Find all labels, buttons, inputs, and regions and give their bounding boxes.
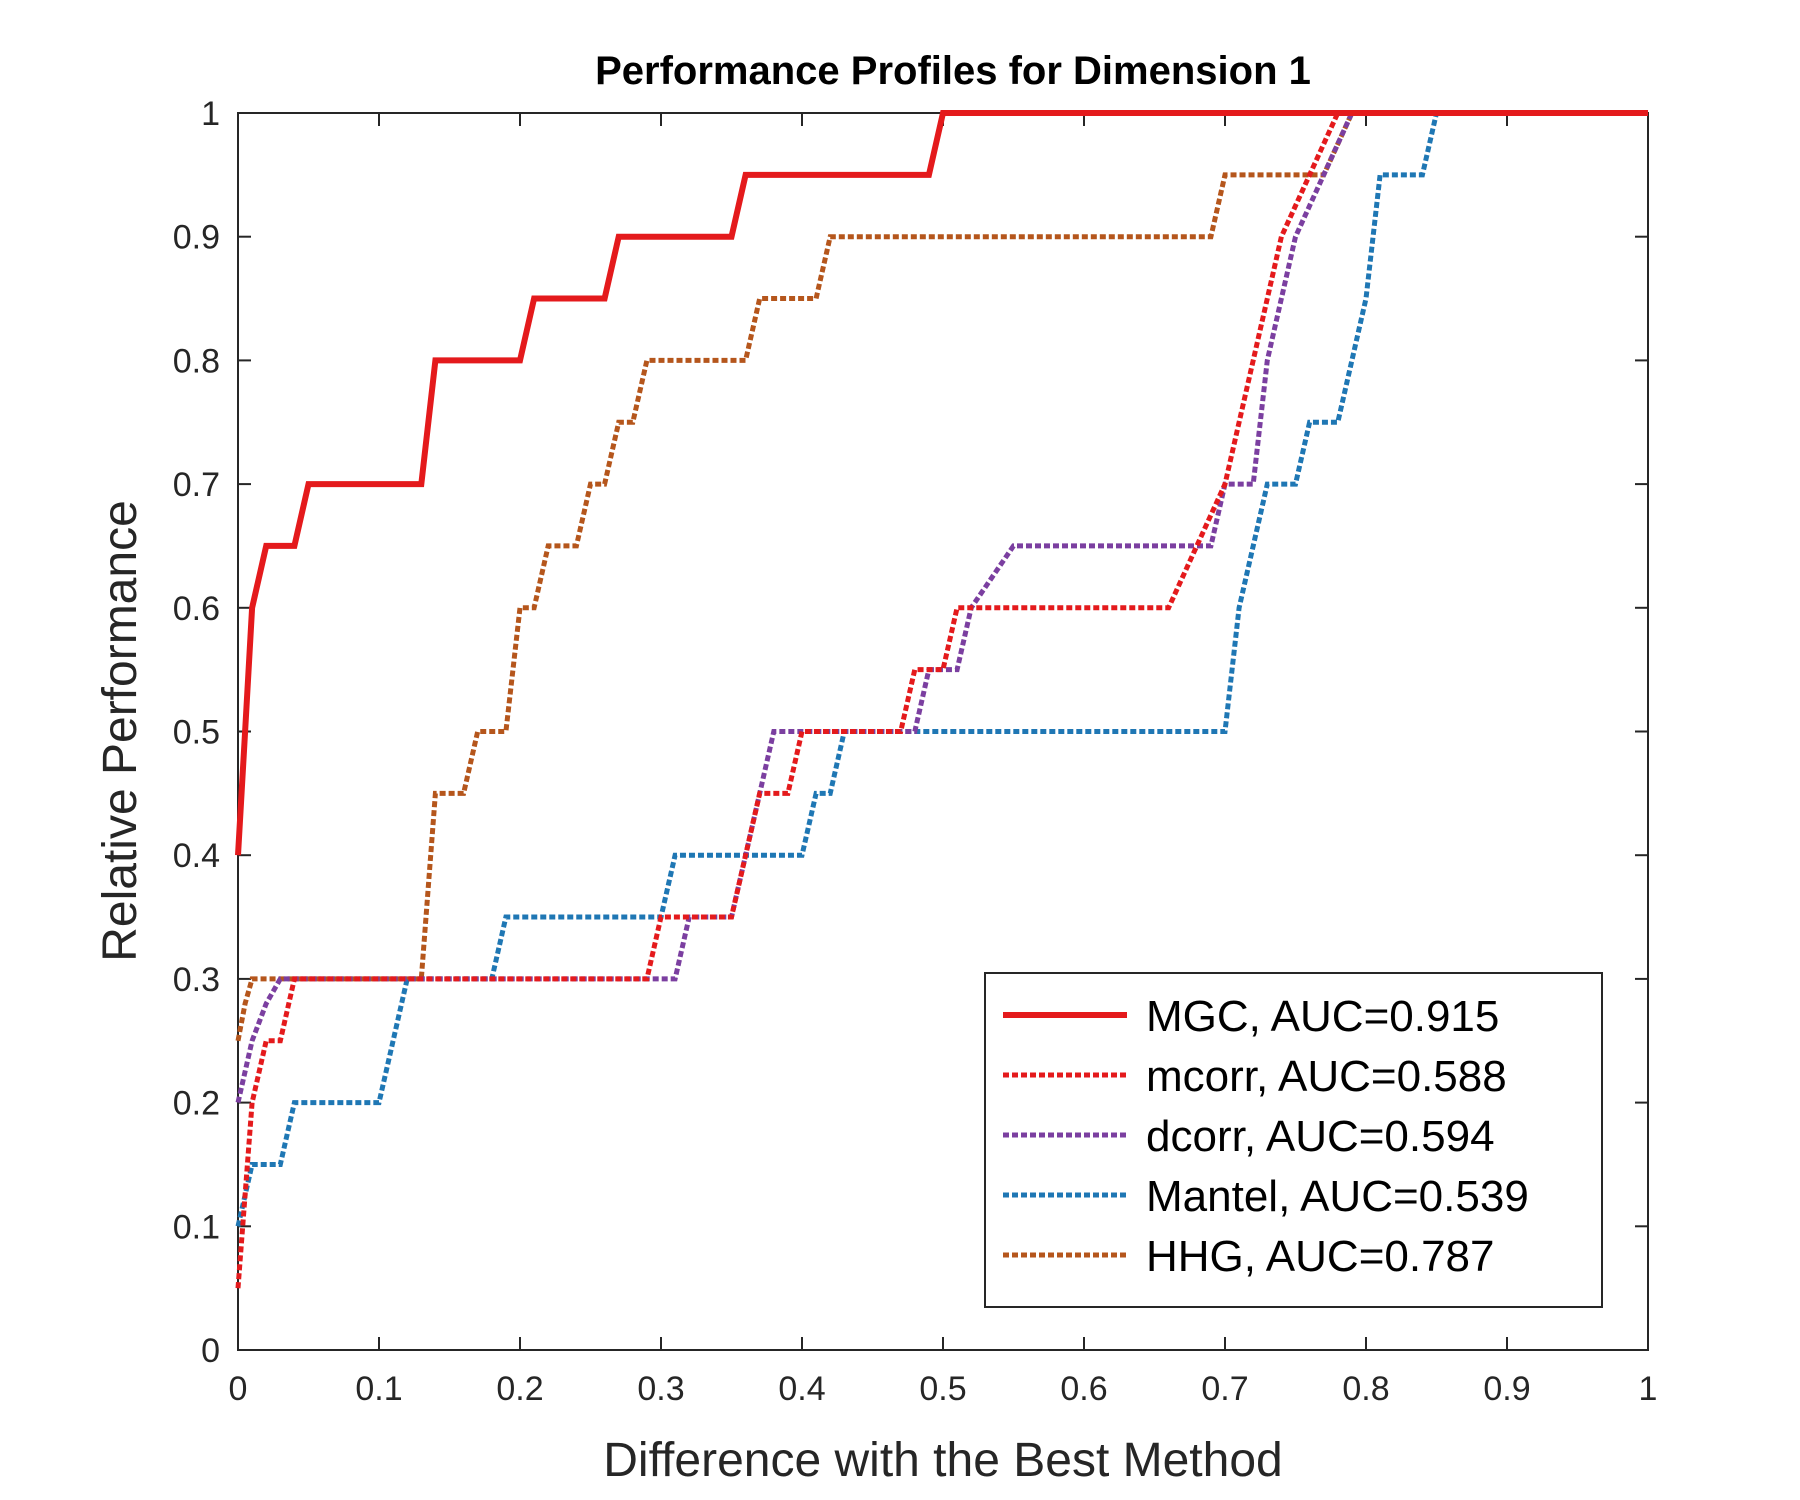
y-axis-label: Relative Performance: [94, 500, 147, 962]
x-tick-label: 0.8: [1342, 1370, 1389, 1408]
x-tick-label: 0.2: [496, 1370, 543, 1408]
x-tick-label: 0.3: [637, 1370, 684, 1408]
y-tick-label: 0.8: [173, 342, 220, 380]
y-tick-label: 0.1: [173, 1208, 220, 1246]
x-tick-label: 0.6: [1060, 1370, 1107, 1408]
x-tick-label: 0.9: [1483, 1370, 1530, 1408]
y-tick-label: 0.4: [173, 837, 220, 875]
y-tick-label: 0.2: [173, 1085, 220, 1123]
x-tick-label: 0.1: [355, 1370, 402, 1408]
legend-label-1: mcorr, AUC=0.588: [1146, 1052, 1507, 1101]
series-line-0: [235, 110, 1648, 856]
legend-box: [984, 972, 1603, 1308]
x-tick-label: 0: [229, 1370, 248, 1408]
legend-label-0: MGC, AUC=0.915: [1146, 992, 1499, 1041]
series-line-1: [235, 110, 1648, 1289]
axes: 0 0.1 0.2 0.3 0.4 0.5 0.6 0.7 0.8 0.9 1 0 0.1 0.2 0.3 0…: [173, 95, 1658, 1408]
y-tick-label: 1: [201, 95, 220, 133]
series-line-3: [235, 110, 1648, 1227]
series-line-4: [235, 110, 1648, 1042]
legend-label-2: dcorr, AUC=0.594: [1146, 1112, 1495, 1161]
x-tick-label: 1: [1639, 1370, 1658, 1408]
x-axis-label: Difference with the Best Method: [603, 1434, 1282, 1487]
legend-label-3: Mantel, AUC=0.539: [1146, 1172, 1529, 1221]
y-tick-label: 0.9: [173, 219, 220, 257]
x-tick-label: 0.5: [919, 1370, 966, 1408]
y-tick-label: 0.3: [173, 961, 220, 999]
x-tick-label: 0.7: [1201, 1370, 1248, 1408]
chart-title: Performance Profiles for Dimension 1: [595, 49, 1311, 93]
x-tick-label: 0.4: [778, 1370, 825, 1408]
y-tick-label: 0.6: [173, 590, 220, 628]
legend-label-4: HHG, AUC=0.787: [1146, 1232, 1495, 1281]
series-layer: [235, 110, 1648, 1289]
y-tick-label: 0.7: [173, 466, 220, 504]
y-tick-label: 0.5: [173, 714, 220, 752]
legend: MGC, AUC=0.915 mcorr, AUC=0.588 dcorr, AUC…: [984, 972, 1603, 1308]
y-tick-label: 0: [201, 1332, 220, 1370]
